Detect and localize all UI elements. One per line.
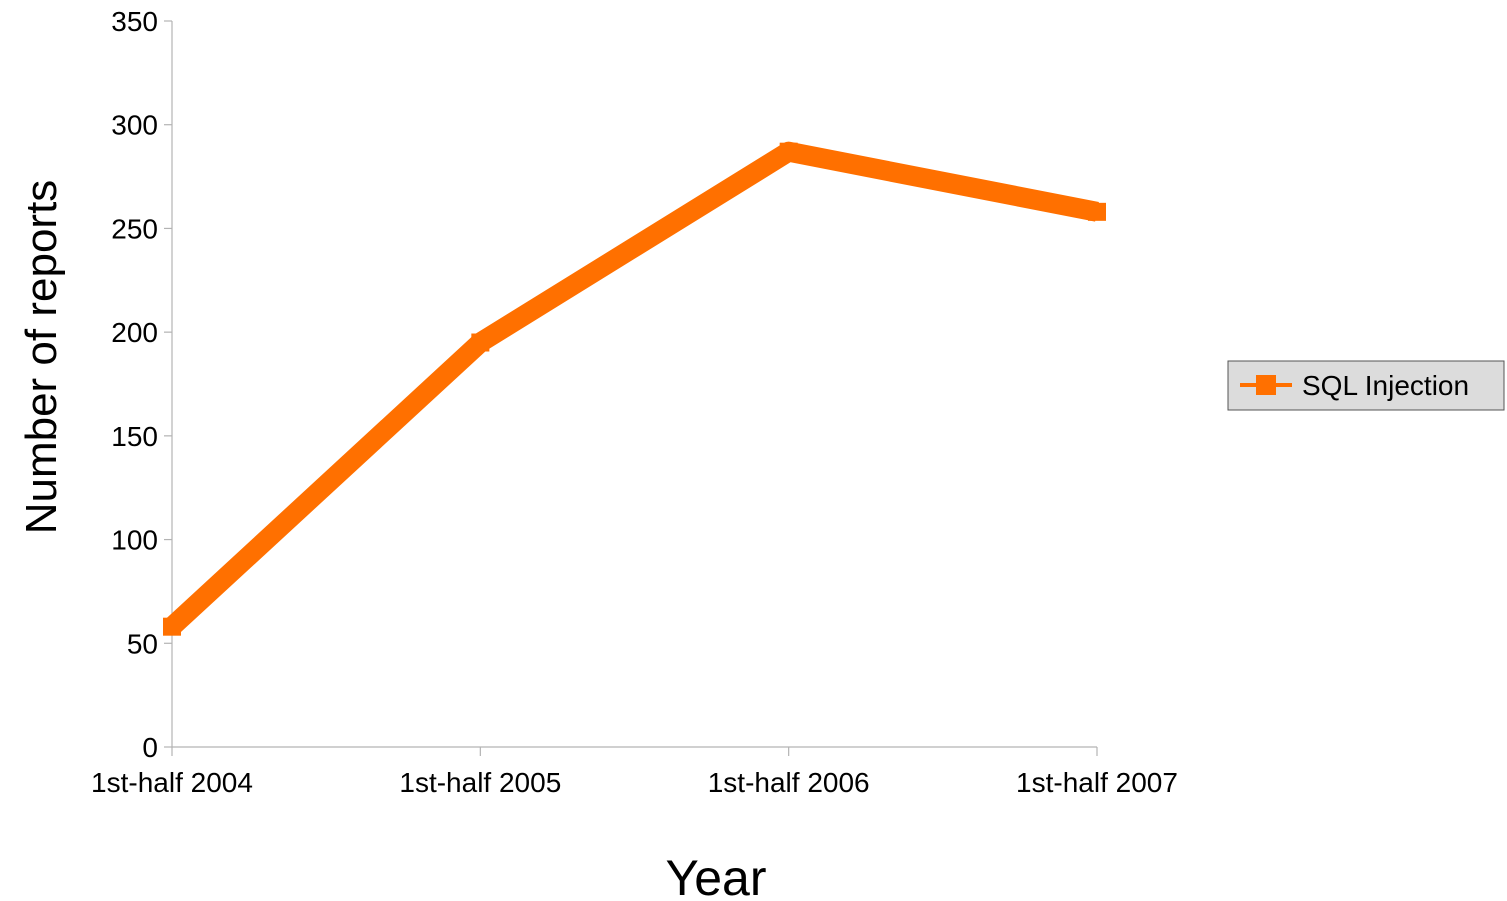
x-axis: 1st-half 2004 1st-half 2005 1st-half 2006 1… xyxy=(91,746,1178,798)
y-tick-label: 350 xyxy=(111,6,158,37)
y-tick-label: 50 xyxy=(127,628,158,659)
y-tick-label: 200 xyxy=(111,317,158,348)
series-layer xyxy=(163,141,1106,636)
x-tick-label: 1st-half 2005 xyxy=(399,767,561,798)
data-point xyxy=(163,617,181,636)
x-axis-title: Year xyxy=(665,850,766,901)
legend: SQL Injection xyxy=(1227,360,1505,411)
data-point xyxy=(1088,202,1106,221)
y-tick-label: 150 xyxy=(111,421,158,452)
x-tick-label: 1st-half 2004 xyxy=(91,767,253,798)
y-axis: 0 50 100 150 200 250 300 350 xyxy=(111,6,173,763)
legend-swatch-marker xyxy=(1256,375,1276,395)
y-tick-label: 100 xyxy=(111,525,158,556)
y-axis-title: Number of reports xyxy=(17,180,66,535)
data-point xyxy=(471,333,490,352)
y-tick-label: 0 xyxy=(142,732,158,763)
x-tick-label: 1st-half 2006 xyxy=(708,767,870,798)
x-tick-label: 1st-half 2007 xyxy=(1016,767,1178,798)
data-point xyxy=(779,142,798,161)
y-tick-label: 250 xyxy=(111,213,158,244)
series-line xyxy=(165,141,1099,635)
y-tick-label: 300 xyxy=(111,110,158,141)
legend-label: SQL Injection xyxy=(1302,370,1469,401)
